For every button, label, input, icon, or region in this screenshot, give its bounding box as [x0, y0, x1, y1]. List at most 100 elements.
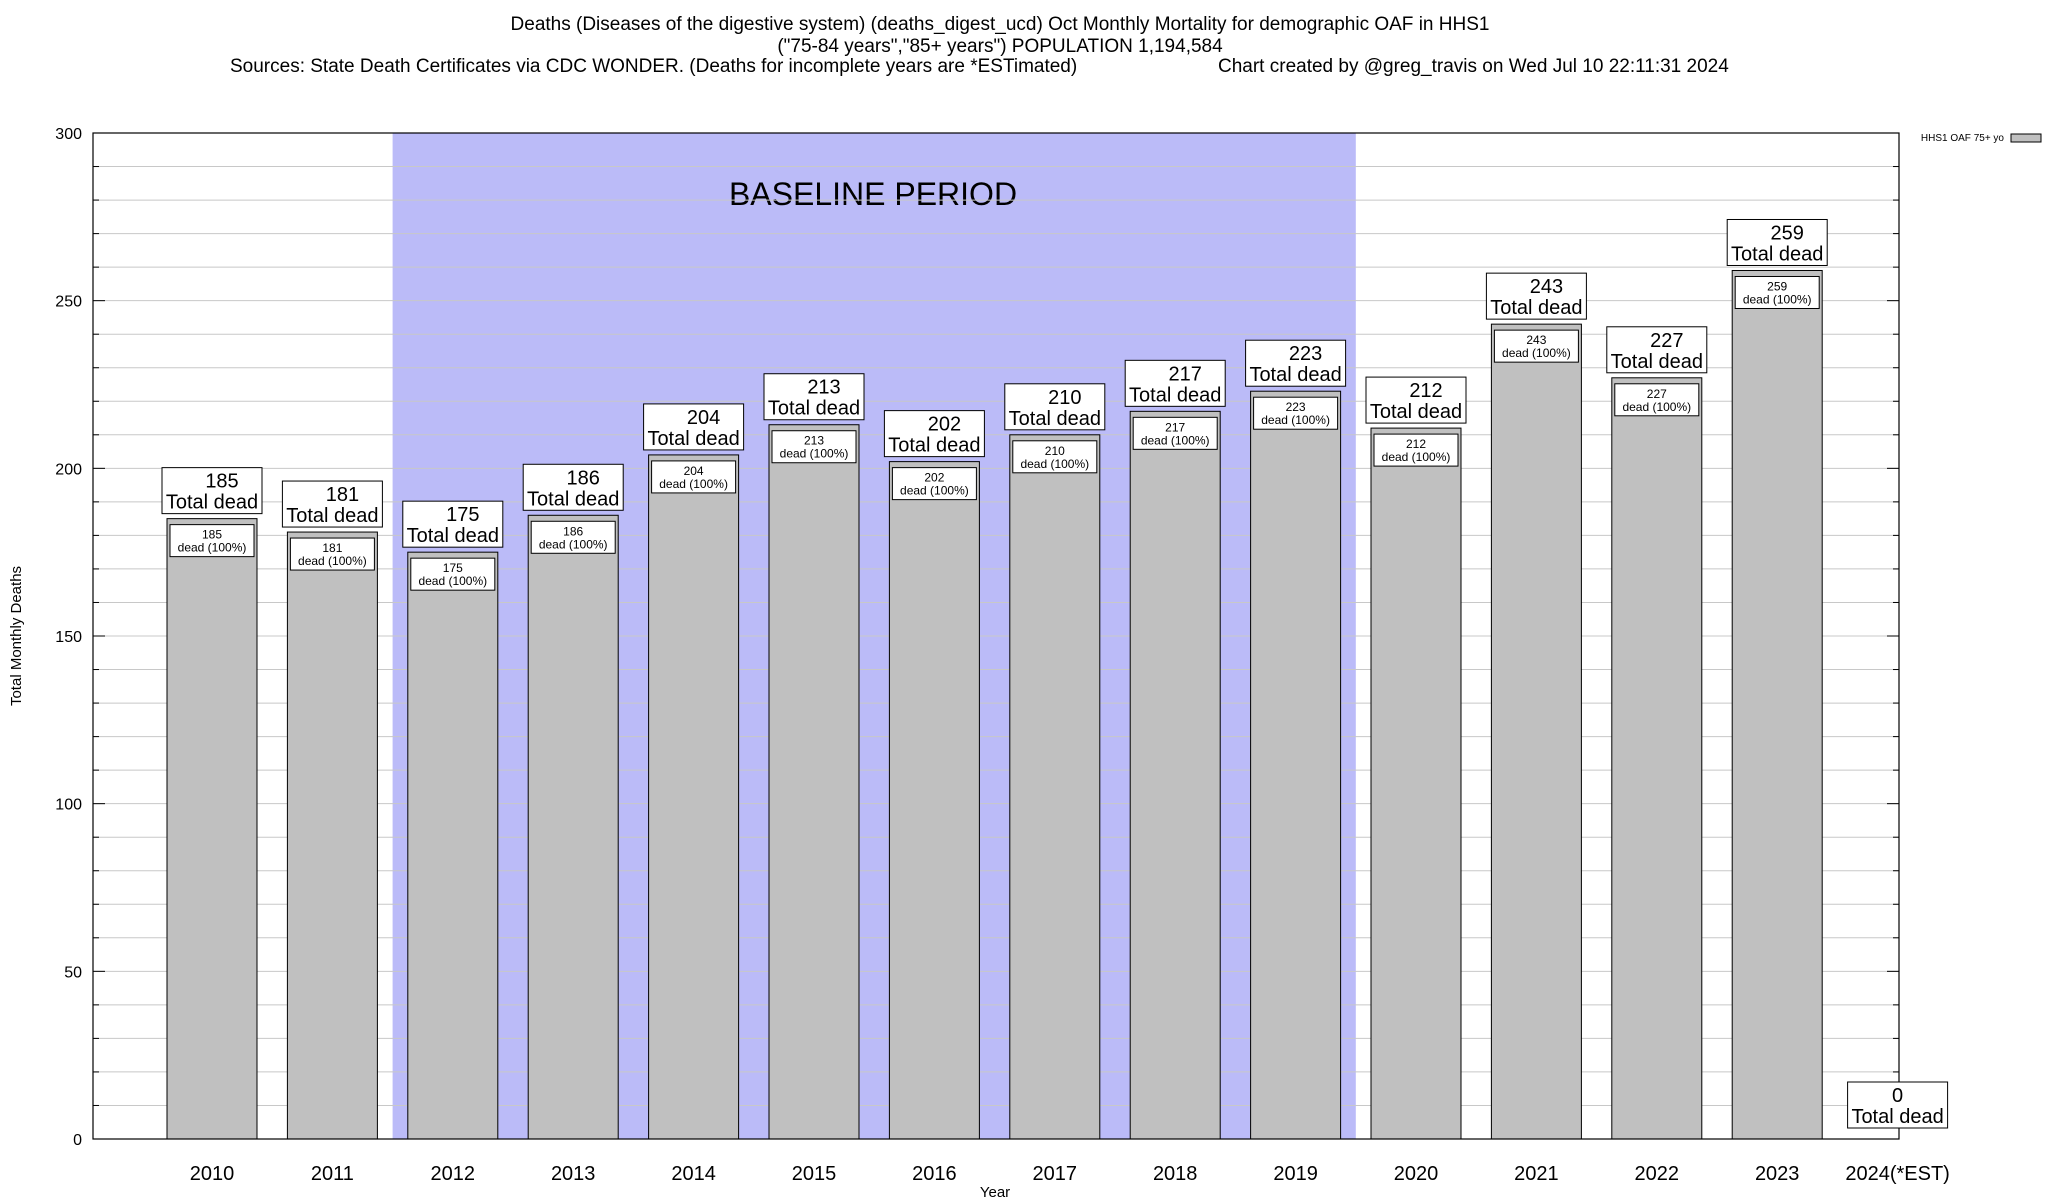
axes-layer: 0 50 100 150 200 250 300 2010 2011 2012 2013 2014 20… — [55, 126, 1950, 1185]
bar — [888, 461, 980, 1140]
total-label-box — [883, 410, 985, 458]
bar — [1611, 377, 1703, 1140]
bar-inner-value: 181 — [322, 541, 342, 555]
bar-inner-label-box — [651, 460, 737, 494]
bar — [1731, 269, 1823, 1140]
bar-inner-label-box — [771, 430, 857, 464]
bar-inner-label: dead (100%) — [1502, 346, 1571, 360]
x-tick-label: 2019 — [1273, 1163, 1318, 1185]
x-tick-label: 2017 — [1033, 1163, 1078, 1185]
bar-inner-value: 185 — [202, 528, 222, 542]
x-tick-label: 2012 — [431, 1163, 476, 1185]
x-tick-label: 2011 — [311, 1163, 354, 1185]
total-label-value: 213 — [807, 377, 840, 399]
total-label-box — [1847, 1081, 1949, 1129]
bar-inner-label-box — [289, 537, 375, 571]
total-label-text: Total dead — [1851, 1106, 1943, 1128]
chart-source-text: Sources: State Death Certificates via CD… — [230, 56, 1077, 77]
legend-label: HHS1 OAF 75+ yo — [1921, 133, 2005, 144]
bar-inner-label-box — [1012, 440, 1098, 474]
total-label-box — [1606, 326, 1708, 374]
bar — [1490, 323, 1582, 1140]
x-axis-label: Year — [980, 1184, 1010, 1200]
x-tick-label: 2024(*EST) — [1845, 1163, 1950, 1185]
bar-inner-value: 204 — [684, 464, 704, 478]
bar-inner-value: 210 — [1045, 444, 1065, 458]
total-label-text: Total dead — [647, 428, 739, 450]
bar-inner-label-box — [1493, 329, 1579, 363]
total-label-text: Total dead — [286, 505, 378, 527]
bar — [286, 531, 378, 1140]
total-label-text: Total dead — [407, 525, 499, 547]
total-label-text: Total dead — [1249, 364, 1341, 386]
total-label-box — [1726, 218, 1828, 266]
x-tick-label: 2020 — [1394, 1163, 1439, 1185]
total-label-text: Total dead — [527, 488, 619, 510]
x-tick-label: 2023 — [1755, 1163, 1800, 1185]
bar — [1370, 427, 1462, 1140]
bar-inner-value: 227 — [1647, 387, 1667, 401]
total-label-value: 175 — [446, 504, 479, 526]
total-label-box — [643, 403, 745, 451]
bar-inner-label: dead (100%) — [1622, 400, 1691, 414]
x-tick-label: 2021 — [1514, 1163, 1559, 1185]
bar — [768, 424, 860, 1140]
bar-inner-label: dead (100%) — [178, 541, 247, 555]
total-label-box — [1245, 339, 1347, 387]
total-label-value: 259 — [1771, 222, 1804, 244]
total-label-text: Total dead — [1611, 351, 1703, 373]
bar-inner-label: dead (100%) — [1020, 457, 1089, 471]
y-tick-label: 100 — [55, 797, 82, 814]
total-label-value: 210 — [1048, 387, 1081, 409]
total-label-text: Total dead — [1009, 408, 1101, 430]
bar-inner-value: 243 — [1526, 333, 1546, 347]
bar-inner-label: dead (100%) — [1743, 292, 1812, 306]
y-axis-label: Total Monthly Deaths — [8, 566, 25, 706]
bar — [407, 551, 499, 1140]
total-label-box — [1124, 359, 1226, 407]
total-label-box — [1365, 376, 1467, 424]
bar-inner-label-box — [530, 520, 616, 554]
bar-inner-label: dead (100%) — [1141, 433, 1210, 447]
bar — [648, 454, 740, 1140]
total-label-box — [1485, 272, 1587, 320]
total-label-value: 185 — [205, 471, 238, 493]
bar-inner-label: dead (100%) — [298, 554, 367, 568]
bar-inner-label: dead (100%) — [1261, 413, 1330, 427]
y-tick-label: 0 — [73, 1132, 82, 1149]
y-tick-label: 300 — [55, 126, 82, 143]
total-label-text: Total dead — [166, 492, 258, 514]
total-label-value: 181 — [326, 484, 359, 506]
bar-inner-label-box — [410, 557, 496, 591]
bar-inner-value: 223 — [1286, 400, 1306, 414]
y-tick-label: 150 — [55, 629, 82, 646]
bar-inner-label: dead (100%) — [418, 574, 487, 588]
total-label-value: 202 — [928, 414, 961, 436]
chart-credit-text: Chart created by @greg_travis on Wed Jul… — [1218, 56, 1729, 77]
total-label-box — [402, 500, 504, 548]
chart-title-line-2: ("75-84 years","85+ years") POPULATION 1… — [777, 36, 1223, 57]
bars-layer — [166, 269, 1823, 1140]
total-label-value: 243 — [1530, 276, 1563, 298]
x-tick-label: 2016 — [912, 1163, 957, 1185]
x-tick-label: 2014 — [671, 1163, 716, 1185]
bar — [166, 518, 258, 1140]
bar — [1009, 434, 1101, 1140]
bar-inner-label: dead (100%) — [780, 447, 849, 461]
bar-inner-value: 202 — [924, 471, 944, 485]
y-tick-label: 200 — [55, 461, 82, 478]
x-tick-label: 2022 — [1635, 1163, 1680, 1185]
bar — [1250, 390, 1342, 1140]
bar-inner-value: 175 — [443, 561, 463, 575]
bar-inner-value: 259 — [1767, 279, 1787, 293]
total-label-text: Total dead — [1129, 384, 1221, 406]
bar-inner-label: dead (100%) — [539, 537, 608, 551]
total-label-box — [281, 480, 383, 528]
bar-inner-label-box — [169, 524, 255, 558]
total-label-box — [1004, 383, 1106, 431]
bar — [1129, 410, 1221, 1140]
y-tick-label: 250 — [55, 294, 82, 311]
total-label-box — [763, 373, 865, 421]
